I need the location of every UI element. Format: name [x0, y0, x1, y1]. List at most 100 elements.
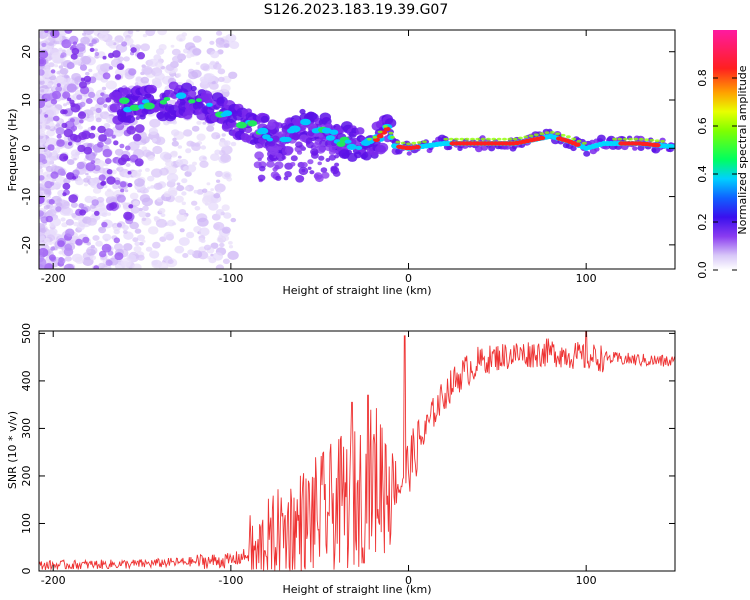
heatmap-speckle — [198, 155, 208, 162]
heatmap-speckle — [167, 187, 178, 195]
figure-title: S126.2023.183.19.39.G07 — [264, 2, 449, 18]
heatmap-speckle — [59, 67, 69, 75]
heatmap-speckle — [192, 250, 203, 259]
heatmap-layer — [39, 30, 675, 269]
heatmap-speckle — [229, 41, 240, 49]
heatmap-ridge-core — [321, 127, 332, 134]
heatmap-speckle — [139, 241, 144, 246]
heatmap-lower-scatter — [266, 122, 276, 130]
heatmap-speckle — [217, 76, 225, 83]
heatmap-ridge-edge — [480, 137, 486, 141]
heatmap-speckle — [142, 205, 149, 211]
heatmap-speckle — [43, 189, 50, 195]
heatmap-ridge-peak — [373, 137, 380, 142]
bottom-x-tick-label: -100 — [218, 574, 243, 587]
heatmap-speckle-dark — [99, 250, 107, 258]
heatmap-ridge-peak — [413, 144, 421, 150]
heatmap-speckle-dark — [93, 265, 100, 269]
heatmap-speckle-dark — [56, 134, 62, 139]
heatmap-speckle — [92, 73, 98, 78]
heatmap-speckle-deep — [126, 126, 136, 135]
heatmap-ridge-halo — [597, 134, 606, 143]
heatmap-ridge-edge — [612, 137, 617, 141]
heatmap-ridge-edge — [377, 130, 383, 134]
heatmap-speckle — [182, 253, 189, 258]
heatmap-speckle — [215, 264, 224, 269]
heatmap-speckle — [186, 51, 191, 54]
heatmap-lower-scatter — [295, 141, 303, 148]
heatmap-ridge-edge — [475, 137, 481, 141]
heatmap-lower-scatter — [276, 153, 283, 159]
heatmap-speckle — [210, 50, 220, 59]
heatmap-ridge-core — [289, 125, 301, 133]
heatmap-ridge-core — [336, 141, 346, 147]
heatmap-speckle — [147, 226, 159, 235]
colorbar-tick-label: 0.0 — [696, 261, 709, 279]
heatmap-speckle-dark — [39, 210, 44, 217]
heatmap-lower-scatter — [334, 154, 340, 159]
heatmap-ridge-edge — [566, 135, 571, 139]
heatmap-ridge-edge — [660, 139, 665, 143]
heatmap-lower-scatter — [333, 150, 338, 154]
heatmap-speckle-dark — [51, 90, 62, 100]
heatmap-speckle — [176, 34, 186, 42]
heatmap-speckle — [170, 44, 175, 48]
heatmap-speckle — [206, 125, 215, 132]
heatmap-speckle-dark — [91, 199, 99, 206]
heatmap-speckle — [104, 189, 115, 198]
heatmap-speckle-deep — [127, 170, 132, 175]
heatmap-lower-scatter — [310, 148, 319, 156]
heatmap-speckle — [194, 206, 201, 211]
colorbar-tick-label: 0.8 — [696, 69, 709, 87]
heatmap-lower-scatter — [328, 154, 336, 161]
bottom-x-tick-label: 100 — [576, 574, 597, 587]
heatmap-speckle — [210, 153, 220, 161]
heatmap-speckle-dark — [104, 158, 112, 165]
heatmap-speckle — [125, 173, 132, 179]
heatmap-lower-scatter — [266, 160, 275, 168]
heatmap-speckle — [179, 38, 183, 42]
heatmap-speckle — [45, 165, 54, 173]
heatmap-speckle — [222, 235, 230, 241]
heatmap-ridge-edge — [628, 137, 633, 141]
heatmap-ridge-edge — [372, 135, 378, 139]
heatmap-speckle-dark — [45, 215, 53, 223]
heatmap-speckle — [212, 252, 224, 261]
heatmap-speckle — [113, 229, 120, 235]
heatmap-ridge-halo — [109, 103, 121, 113]
heatmap-speckle — [85, 172, 89, 176]
heatmap-speckle — [74, 256, 84, 264]
heatmap-speckle — [156, 197, 163, 203]
heatmap-ridge-edge — [454, 137, 459, 141]
heatmap-speckle-dark — [48, 199, 55, 205]
heatmap-ridge-halo — [181, 82, 193, 93]
heatmap-speckle — [147, 186, 151, 190]
bottom-y-tick-label: 300 — [20, 418, 33, 439]
heatmap-speckle — [221, 226, 231, 234]
heatmap-speckle — [158, 208, 166, 214]
heatmap-lower-scatter — [292, 133, 300, 141]
heatmap-speckle-dark — [76, 94, 83, 100]
heatmap-speckle — [140, 76, 150, 84]
heatmap-speckle — [138, 211, 147, 218]
heatmap-lower-scatter — [325, 158, 331, 162]
heatmap-lower-scatter — [313, 172, 323, 180]
heatmap-ridge-edge — [528, 134, 534, 138]
heatmap-speckle — [172, 222, 177, 226]
heatmap-ridge-edge — [486, 137, 491, 141]
heatmap-speckle — [181, 201, 186, 206]
heatmap-speckle-deep — [63, 128, 73, 138]
heatmap-ridge-halo — [231, 122, 238, 128]
heatmap-speckle — [223, 212, 232, 219]
heatmap-speckle — [45, 109, 57, 118]
heatmap-speckle — [171, 129, 180, 137]
heatmap-speckle-deep — [116, 63, 125, 70]
heatmap-speckle — [60, 61, 68, 67]
heatmap-speckle-deep — [79, 81, 87, 89]
heatmap-speckle-dark — [97, 141, 104, 148]
heatmap-speckle-dark — [61, 39, 72, 49]
heatmap-speckle — [124, 189, 129, 193]
heatmap-speckle — [73, 221, 79, 227]
